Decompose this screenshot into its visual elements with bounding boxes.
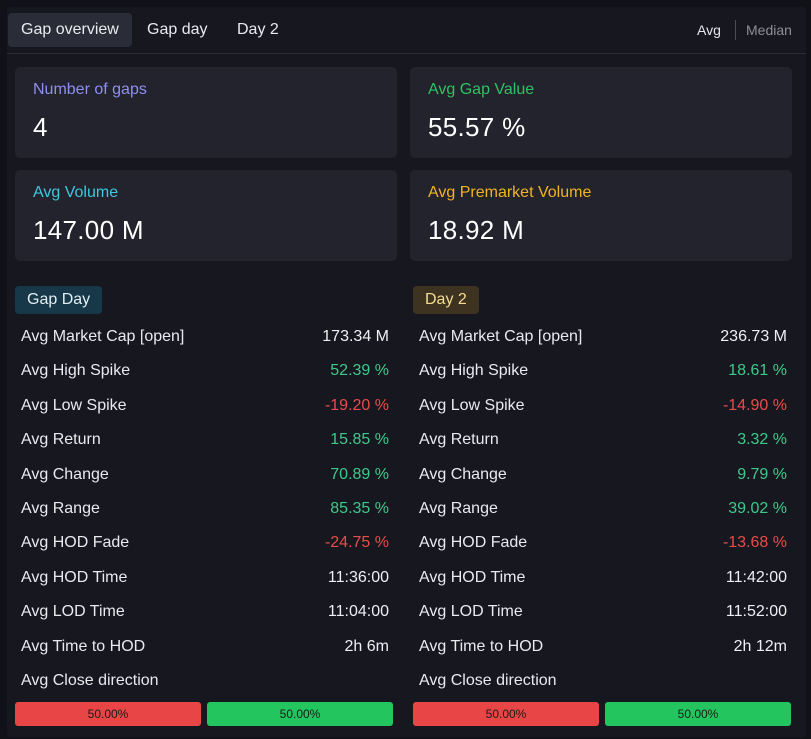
stat-row: Avg Return 15.85 % [15,423,389,457]
stat-label: Avg Range [21,499,100,517]
stat-value: 173.34 M [322,328,389,345]
stat-label: Avg HOD Time [21,568,128,586]
stat-label: Avg HOD Fade [419,534,528,552]
stat-row: Avg High Spike 52.39 % [15,354,389,388]
median-toggle[interactable]: Median [746,22,792,38]
card-avg-premarket-volume: Avg Premarket Volume 18.92 M [410,170,792,261]
card-label: Avg Premarket Volume [428,184,592,201]
stat-label: Avg Market Cap [open] [21,328,185,345]
stat-row: Avg Close direction [413,664,787,698]
stat-label: Avg Change [419,465,507,483]
stat-value: 11:42:00 [725,568,787,586]
stat-row: Avg Time to HOD 2h 12m [413,630,787,664]
stat-value: 70.89 % [330,465,389,483]
day2-close-down-bar: 50.00% [413,702,599,726]
stat-label: Avg HOD Time [419,568,526,586]
gap-stats-panel: Gap overview Gap day Day 2 Avg Median Nu… [7,7,806,737]
card-avg-gap-value: Avg Gap Value 55.57 % [410,67,792,158]
stat-row: Avg LOD Time 11:52:00 [413,595,787,629]
stat-row: Avg HOD Time 11:36:00 [15,561,389,595]
day2-section-title: Day 2 [413,286,479,314]
stat-label: Avg Return [21,431,101,449]
stat-row: Avg LOD Time 11:04:00 [15,595,389,629]
stat-value: 236.73 M [720,328,787,345]
stat-label: Avg LOD Time [419,603,523,621]
stat-label: Avg Time to HOD [21,637,146,655]
stat-value: -24.75 % [324,534,389,552]
stat-label: Avg High Spike [21,362,131,380]
stat-value: -14.90 % [722,396,787,414]
card-value: 18.92 M [428,215,525,245]
tab-gap-day[interactable]: Gap day [147,21,208,38]
stat-value: 39.02 % [728,499,787,517]
stat-row: Avg Range 39.02 % [413,492,787,526]
card-value: 4 [33,112,48,142]
tab-day-2[interactable]: Day 2 [237,21,279,38]
stat-label: Avg Range [419,499,498,517]
stat-row: Avg Market Cap [open] 236.73 M [413,320,787,354]
stat-value: 9.79 % [737,465,787,483]
stat-label: Avg High Spike [419,362,529,380]
stat-value: 85.35 % [330,499,389,517]
gap-day-stats-list: Avg Market Cap [open] 173.34 M Avg High Sp… [15,320,389,698]
card-label: Avg Volume [33,184,119,201]
stat-row: Avg Return 3.32 % [413,423,787,457]
stat-value: 15.85 % [330,431,389,449]
stat-label: Avg LOD Time [21,603,125,621]
card-value: 55.57 % [428,112,526,142]
stat-label: Avg Change [21,465,109,483]
card-label: Avg Gap Value [428,81,535,98]
stat-value: 11:04:00 [327,603,389,621]
stat-value: 18.61 % [728,362,787,380]
day2-stats-list: Avg Market Cap [open] 236.73 M Avg High Sp… [413,320,787,698]
stat-value: 3.32 % [737,431,787,449]
card-avg-volume: Avg Volume 147.00 M [15,170,397,261]
gap-day-section-title: Gap Day [15,286,103,314]
stat-label: Avg Time to HOD [419,637,544,655]
stat-value: 11:36:00 [327,568,389,586]
gap-day-close-down-bar: 50.00% [15,702,201,726]
stat-value: 2h 6m [344,637,389,655]
stat-row: Avg HOD Fade -24.75 % [15,526,389,560]
stat-label: Avg Low Spike [21,396,127,414]
stat-row: Avg Low Spike -19.20 % [15,389,389,423]
stat-label: Avg HOD Fade [21,534,130,552]
stat-label: Avg Close direction [419,671,557,689]
stat-row: Avg Range 85.35 % [15,492,389,526]
tab-gap-overview[interactable]: Gap overview [8,13,132,47]
stat-label: Avg Close direction [21,671,159,689]
stat-value: -13.68 % [722,534,787,552]
stat-row: Avg Close direction [15,664,389,698]
stat-row: Avg Low Spike -14.90 % [413,389,787,423]
avg-toggle[interactable]: Avg [697,22,721,38]
tab-bar: Gap overview Gap day Day 2 Avg Median [7,7,806,54]
stat-row: Avg Change 9.79 % [413,458,787,492]
stat-value: 52.39 % [330,362,389,380]
card-number-of-gaps: Number of gaps 4 [15,67,397,158]
stat-value: 2h 12m [733,637,787,655]
stat-row: Avg Time to HOD 2h 6m [15,630,389,664]
stat-row: Avg HOD Fade -13.68 % [413,526,787,560]
stat-label: Avg Return [419,431,499,449]
stat-label: Avg Low Spike [419,396,525,414]
stat-row: Avg Market Cap [open] 173.34 M [15,320,389,354]
gap-day-close-up-bar: 50.00% [207,702,393,726]
card-label: Number of gaps [33,81,147,98]
card-value: 147.00 M [33,215,144,245]
stat-row: Avg High Spike 18.61 % [413,354,787,388]
stat-row: Avg Change 70.89 % [15,458,389,492]
mode-divider [735,20,736,40]
stat-label: Avg Market Cap [open] [419,328,583,345]
stat-value: -19.20 % [324,396,389,414]
stat-row: Avg HOD Time 11:42:00 [413,561,787,595]
stat-value: 11:52:00 [725,603,787,621]
day2-close-up-bar: 50.00% [605,702,791,726]
